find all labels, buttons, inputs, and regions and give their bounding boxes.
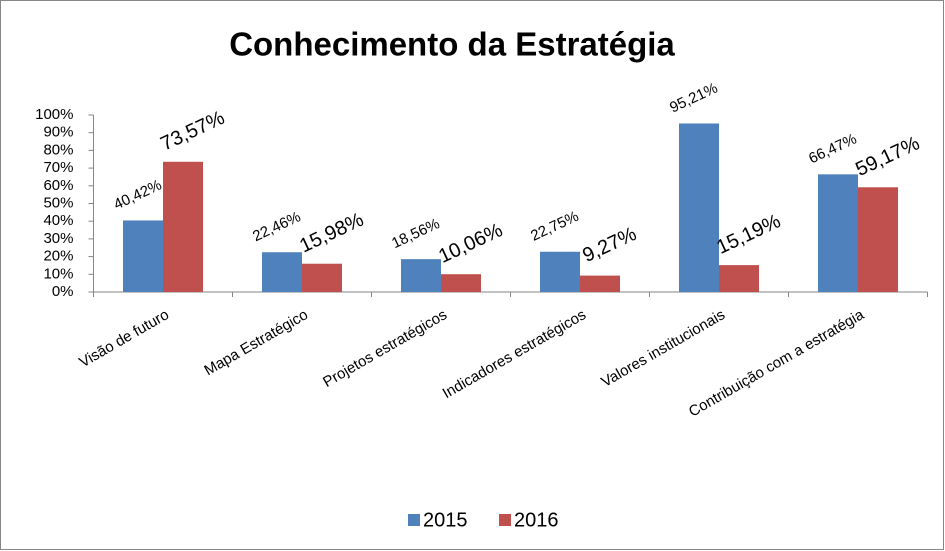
y-tick-label: 50%	[43, 194, 73, 211]
bar	[262, 252, 302, 292]
y-tick-label: 10%	[43, 265, 73, 282]
y-tick-label: 60%	[43, 177, 73, 194]
bar	[123, 220, 163, 292]
bar	[401, 259, 441, 292]
y-tick-label: 90%	[43, 124, 73, 141]
legend-label: 2016	[514, 509, 559, 531]
bar	[818, 174, 858, 292]
y-tick-label: 80%	[43, 141, 73, 158]
legend-swatch	[408, 514, 420, 526]
bar	[719, 265, 759, 292]
y-tick-label: 20%	[43, 248, 73, 265]
legend-swatch	[499, 514, 511, 526]
chart-title: Conhecimento da Estratégia	[229, 26, 675, 63]
bar	[858, 187, 898, 292]
bar	[679, 123, 719, 292]
bar	[163, 161, 203, 292]
y-tick-label: 100%	[35, 106, 73, 123]
bar	[441, 274, 481, 292]
bar	[302, 263, 342, 292]
bar	[580, 275, 620, 292]
y-tick-label: 30%	[43, 230, 73, 247]
y-tick-label: 40%	[43, 212, 73, 229]
legend-label: 2015	[423, 509, 468, 531]
bar	[540, 251, 580, 292]
y-tick-label: 70%	[43, 159, 73, 176]
y-tick-label: 0%	[52, 283, 74, 300]
